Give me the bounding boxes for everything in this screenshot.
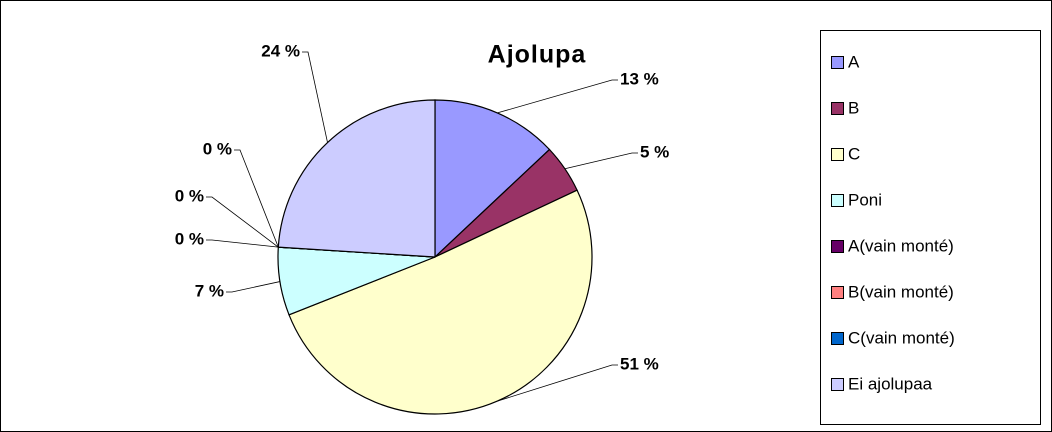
legend-label: A [848,52,860,71]
legend-swatch [831,378,844,391]
leader-line [206,239,279,248]
data-label: 0 % [175,229,204,248]
pie-slice [277,99,436,258]
legend-swatch [831,194,844,207]
leader-line [564,152,638,170]
leader-line [226,281,281,293]
data-label: 0 % [175,186,204,205]
legend-swatch [831,56,844,69]
pie-slice [288,189,593,415]
legend-swatch [831,148,844,161]
data-label: 51 % [620,354,659,373]
leader-line [497,364,618,402]
legend-label: B [848,98,859,117]
leader-line [302,51,328,143]
data-label: 13 % [620,69,659,88]
legend-label: C(vain monté) [848,328,955,347]
data-label: 5 % [640,142,669,161]
legend-label: Ei ajolupaa [848,374,933,393]
legend-label: A(vain monté) [848,236,954,255]
data-label: 7 % [195,281,224,300]
legend-label: C [848,144,860,163]
legend-label: Poni [848,190,882,209]
legend-swatch [831,332,844,345]
pie-slice [434,99,551,259]
chart-title: Ajolupa [488,41,587,69]
legend-swatch [831,286,844,299]
legend-swatch [831,240,844,253]
leader-line [206,196,279,248]
data-label: 0 % [203,139,232,158]
leader-line [497,79,618,114]
leader-line [234,149,279,248]
legend-swatch [831,102,844,115]
legend-label: B(vain monté) [848,282,954,301]
data-label: 24 % [261,41,300,60]
legend-box [820,30,1041,425]
